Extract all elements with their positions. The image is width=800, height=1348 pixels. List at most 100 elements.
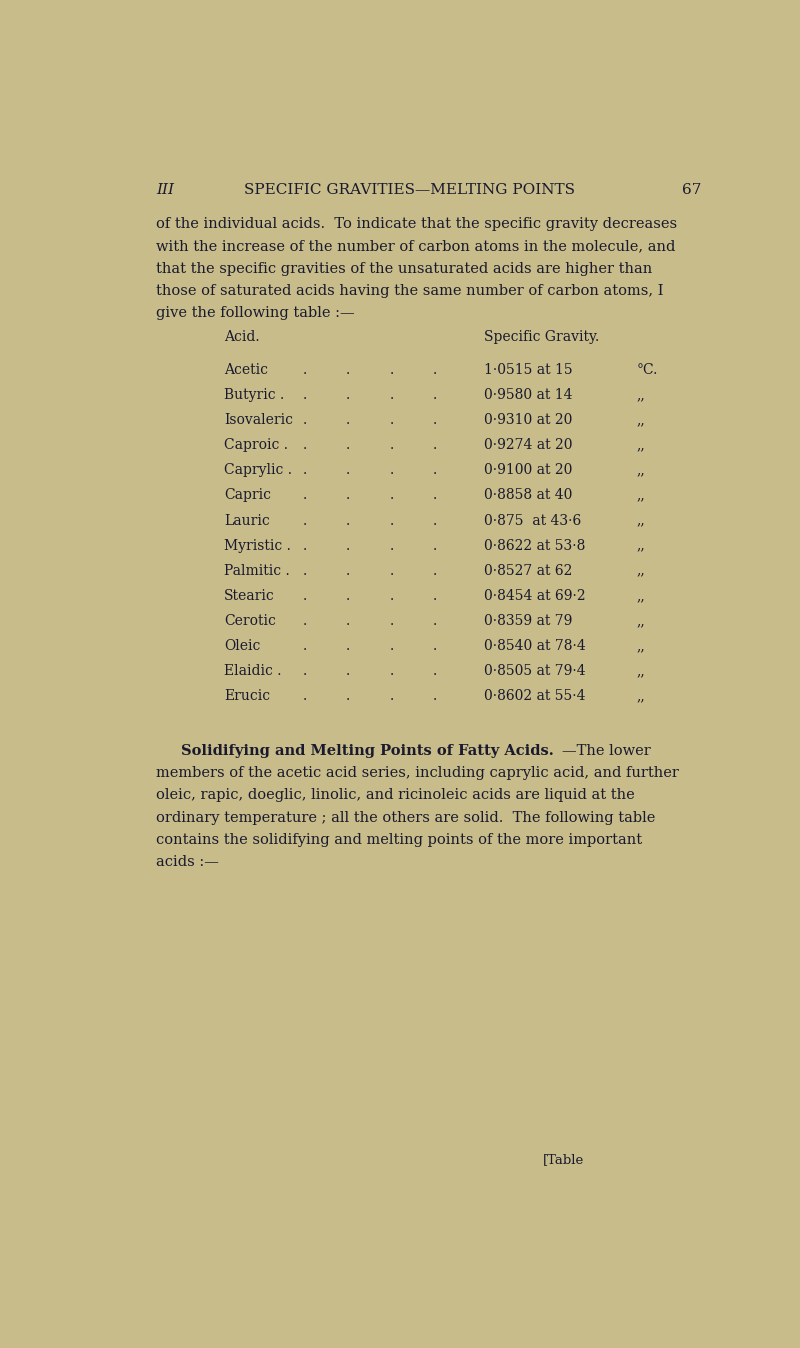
Text: Myristic .: Myristic . <box>224 539 291 553</box>
Text: .: . <box>433 639 437 654</box>
Text: [Table: [Table <box>543 1154 585 1166</box>
Text: SPECIFIC GRAVITIES—MELTING POINTS: SPECIFIC GRAVITIES—MELTING POINTS <box>245 183 575 197</box>
Text: Capric: Capric <box>224 488 271 503</box>
Text: ,,: ,, <box>636 464 645 477</box>
Text: .: . <box>390 589 394 603</box>
Text: with the increase of the number of carbon atoms in the molecule, and: with the increase of the number of carbo… <box>156 240 675 253</box>
Text: .: . <box>433 665 437 678</box>
Text: 0·9580 at 14: 0·9580 at 14 <box>485 388 573 402</box>
Text: 0·8359 at 79: 0·8359 at 79 <box>485 615 573 628</box>
Text: 0·8505 at 79·4: 0·8505 at 79·4 <box>485 665 586 678</box>
Text: contains the solidifying and melting points of the more important: contains the solidifying and melting poi… <box>156 833 642 847</box>
Text: Cerotic: Cerotic <box>224 615 276 628</box>
Text: .: . <box>390 412 394 427</box>
Text: .: . <box>433 488 437 503</box>
Text: ,,: ,, <box>636 388 645 402</box>
Text: .: . <box>302 689 306 704</box>
Text: .: . <box>346 464 350 477</box>
Text: .: . <box>302 438 306 452</box>
Text: .: . <box>390 539 394 553</box>
Text: oleic, rapic, doeglic, linolic, and ricinoleic acids are liquid at the: oleic, rapic, doeglic, linolic, and rici… <box>156 789 634 802</box>
Text: .: . <box>346 563 350 578</box>
Text: ,,: ,, <box>636 689 645 704</box>
Text: .: . <box>433 615 437 628</box>
Text: .: . <box>390 464 394 477</box>
Text: Caprylic .: Caprylic . <box>224 464 292 477</box>
Text: 0·9310 at 20: 0·9310 at 20 <box>485 412 573 427</box>
Text: ,,: ,, <box>636 412 645 427</box>
Text: Lauric: Lauric <box>224 514 270 527</box>
Text: .: . <box>390 639 394 654</box>
Text: .: . <box>433 412 437 427</box>
Text: ,,: ,, <box>636 438 645 452</box>
Text: .: . <box>433 589 437 603</box>
Text: .: . <box>390 563 394 578</box>
Text: Stearic: Stearic <box>224 589 274 603</box>
Text: .: . <box>302 539 306 553</box>
Text: 0·8858 at 40: 0·8858 at 40 <box>485 488 573 503</box>
Text: .: . <box>346 363 350 377</box>
Text: .: . <box>390 438 394 452</box>
Text: acids :—: acids :— <box>156 855 218 869</box>
Text: 0·8454 at 69·2: 0·8454 at 69·2 <box>485 589 586 603</box>
Text: .: . <box>346 689 350 704</box>
Text: .: . <box>433 563 437 578</box>
Text: .: . <box>390 615 394 628</box>
Text: .: . <box>302 363 306 377</box>
Text: .: . <box>346 589 350 603</box>
Text: °C.: °C. <box>636 363 658 377</box>
Text: .: . <box>346 615 350 628</box>
Text: that the specific gravities of the unsaturated acids are higher than: that the specific gravities of the unsat… <box>156 262 652 276</box>
Text: 0·8602 at 55·4: 0·8602 at 55·4 <box>485 689 586 704</box>
Text: .: . <box>302 514 306 527</box>
Text: 0·8540 at 78·4: 0·8540 at 78·4 <box>485 639 586 654</box>
Text: .: . <box>390 514 394 527</box>
Text: .: . <box>302 388 306 402</box>
Text: ,,: ,, <box>636 563 645 578</box>
Text: 0·9274 at 20: 0·9274 at 20 <box>485 438 573 452</box>
Text: .: . <box>346 539 350 553</box>
Text: ,,: ,, <box>636 639 645 654</box>
Text: .: . <box>346 438 350 452</box>
Text: .: . <box>390 488 394 503</box>
Text: .: . <box>390 689 394 704</box>
Text: ordinary temperature ; all the others are solid.  The following table: ordinary temperature ; all the others ar… <box>156 810 655 825</box>
Text: .: . <box>433 464 437 477</box>
Text: Oleic: Oleic <box>224 639 260 654</box>
Text: .: . <box>346 639 350 654</box>
Text: 1·0515 at 15: 1·0515 at 15 <box>485 363 573 377</box>
Text: .: . <box>346 488 350 503</box>
Text: .: . <box>346 412 350 427</box>
Text: .: . <box>433 539 437 553</box>
Text: —The lower: —The lower <box>562 744 650 758</box>
Text: .: . <box>302 615 306 628</box>
Text: .: . <box>433 514 437 527</box>
Text: give the following table :—: give the following table :— <box>156 306 354 321</box>
Text: Elaidic .: Elaidic . <box>224 665 282 678</box>
Text: those of saturated acids having the same number of carbon atoms, I: those of saturated acids having the same… <box>156 284 663 298</box>
Text: III: III <box>156 183 174 197</box>
Text: .: . <box>346 665 350 678</box>
Text: .: . <box>302 639 306 654</box>
Text: .: . <box>433 689 437 704</box>
Text: .: . <box>390 388 394 402</box>
Text: ,,: ,, <box>636 589 645 603</box>
Text: .: . <box>433 363 437 377</box>
Text: ,,: ,, <box>636 514 645 527</box>
Text: Palmitic .: Palmitic . <box>224 563 290 578</box>
Text: .: . <box>302 665 306 678</box>
Text: Acid.: Acid. <box>224 330 260 344</box>
Text: of the individual acids.  To indicate that the specific gravity decreases: of the individual acids. To indicate tha… <box>156 217 677 232</box>
Text: .: . <box>390 363 394 377</box>
Text: Isovaleric: Isovaleric <box>224 412 293 427</box>
Text: .: . <box>302 488 306 503</box>
Text: 0·8527 at 62: 0·8527 at 62 <box>485 563 573 578</box>
Text: Caproic .: Caproic . <box>224 438 288 452</box>
Text: ,,: ,, <box>636 539 645 553</box>
Text: .: . <box>433 388 437 402</box>
Text: .: . <box>302 464 306 477</box>
Text: Acetic: Acetic <box>224 363 268 377</box>
Text: Solidifying and Melting Points of Fatty Acids.: Solidifying and Melting Points of Fatty … <box>181 744 554 758</box>
Text: ,,: ,, <box>636 615 645 628</box>
Text: 0·875  at 43·6: 0·875 at 43·6 <box>485 514 582 527</box>
